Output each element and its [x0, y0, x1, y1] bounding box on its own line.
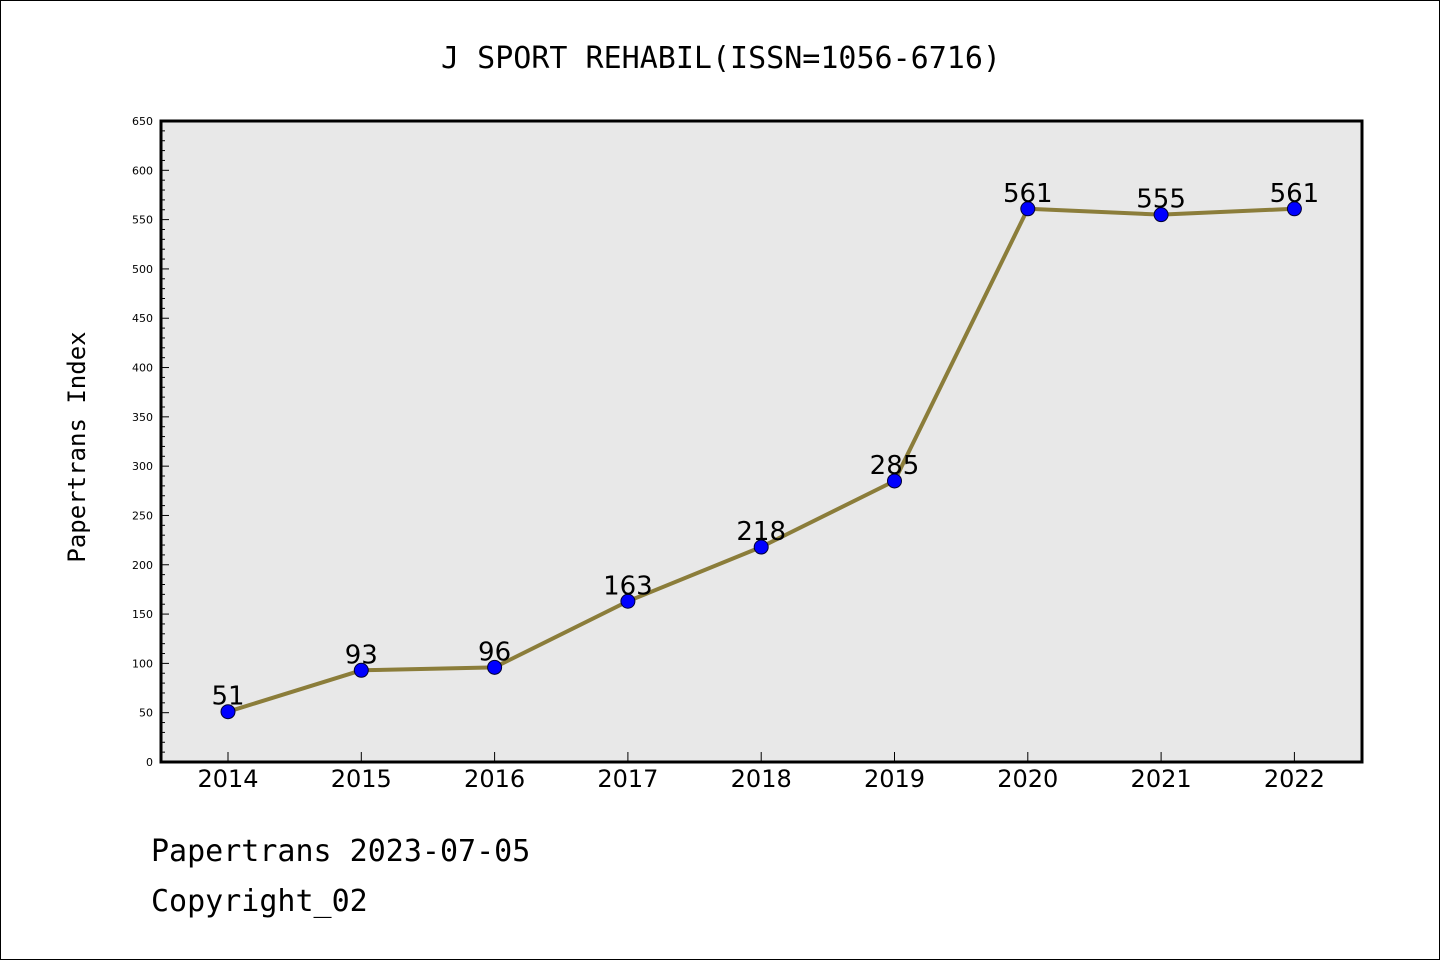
- y-tick-label: 450: [132, 312, 153, 325]
- x-tick-label: 2015: [331, 765, 392, 793]
- data-point: [887, 473, 902, 489]
- y-axis: 0 50 100 150 200 250 300 350 400 450 500 550 600 650: [132, 115, 169, 769]
- x-tick-label: 2018: [731, 765, 792, 793]
- data-point: [1020, 201, 1036, 217]
- y-tick-label: 550: [132, 214, 153, 227]
- data-label: 561: [1003, 179, 1053, 209]
- data-label: 163: [603, 571, 653, 601]
- data-label: 218: [736, 517, 786, 547]
- data-label: 555: [1136, 185, 1186, 215]
- plot-border: [159, 119, 1364, 764]
- y-tick-label: 0: [146, 756, 153, 769]
- data-label: 93: [345, 640, 378, 670]
- footer-date: Papertrans 2023-07-05: [151, 834, 531, 869]
- x-tick-label: 2014: [197, 765, 258, 793]
- y-tick-label: 600: [132, 164, 153, 177]
- x-tick-label: 2019: [864, 765, 925, 793]
- y-tick-label: 50: [139, 707, 153, 720]
- data-point: [753, 539, 769, 555]
- y-tick-label: 350: [132, 411, 153, 424]
- data-point: [487, 659, 503, 675]
- x-tick-label: 2020: [997, 765, 1058, 793]
- x-tick-label: 2021: [1131, 765, 1192, 793]
- data-point: [220, 704, 236, 720]
- data-label: 561: [1270, 179, 1320, 209]
- data-point: [1153, 207, 1169, 223]
- x-axis: 2014 2015 2016 2017 2018 2019 2020 2021 2022: [197, 752, 1325, 793]
- y-tick-label: 200: [132, 559, 153, 572]
- x-tick-label: 2022: [1264, 765, 1325, 793]
- data-label: 51: [211, 682, 244, 712]
- y-tick-label: 500: [132, 263, 153, 276]
- data-label: 96: [478, 637, 511, 667]
- data-label: 285: [870, 451, 920, 481]
- y-axis-label: Papertrans Index: [63, 331, 91, 562]
- y-tick-label: 300: [132, 460, 153, 473]
- y-tick-label: 150: [132, 608, 153, 621]
- data-point: [1286, 201, 1302, 217]
- y-tick-label: 250: [132, 509, 153, 522]
- x-tick-label: 2017: [597, 765, 658, 793]
- data-point: [353, 662, 369, 678]
- y-tick-label: 400: [132, 362, 153, 375]
- plot-area: [161, 121, 1362, 762]
- series-layer: 51 93 96 163 218 285 561 555 561: [211, 179, 1320, 720]
- y-tick-label: 100: [132, 657, 153, 670]
- y-tick-label: 650: [132, 115, 153, 128]
- x-tick-label: 2016: [464, 765, 525, 793]
- footer-copyright: Copyright_02: [151, 884, 368, 919]
- chart-title: J SPORT REHABIL(ISSN=1056-6716): [441, 41, 1001, 76]
- data-point: [620, 593, 636, 609]
